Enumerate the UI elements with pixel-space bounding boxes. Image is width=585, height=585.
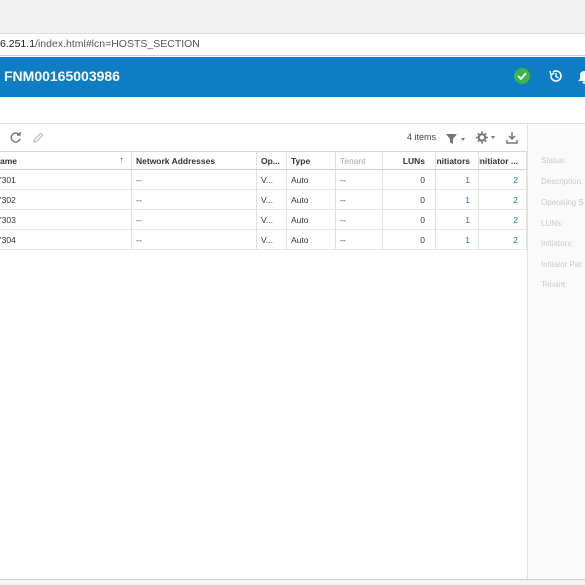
- table-row[interactable]: '301 -- V... Auto -- 0 1 2: [0, 170, 527, 190]
- column-header-luns[interactable]: LUNs: [383, 152, 436, 169]
- host-name: '302: [0, 190, 132, 209]
- initiator-paths-link[interactable]: 2: [479, 230, 527, 249]
- sort-ascending-icon[interactable]: ↑: [119, 155, 124, 166]
- initiator-paths-link[interactable]: 2: [479, 190, 527, 209]
- luns-count: 0: [383, 190, 436, 209]
- column-header-initiator-paths[interactable]: Initiator ...: [479, 152, 527, 169]
- url-host: 6.251.1: [0, 38, 36, 50]
- bell-icon[interactable]: [578, 68, 585, 84]
- column-header-initiators[interactable]: Initiators: [436, 152, 479, 169]
- initiators-link[interactable]: 1: [436, 210, 479, 229]
- detail-label-luns: LUNs:: [541, 219, 564, 228]
- browser-chrome: [0, 0, 585, 34]
- column-header-name-label: ame: [0, 155, 18, 166]
- refresh-icon[interactable]: [9, 131, 22, 144]
- filter-icon[interactable]: [446, 132, 468, 144]
- address-text[interactable]: 6.251.1/index.html#lcn=HOSTS_SECTION: [0, 38, 200, 50]
- hosts-grid: ame ↑ Network Addresses Op... Type Tenant…: [0, 151, 527, 250]
- host-name: '303: [0, 210, 132, 229]
- detail-label-description: Description:: [541, 177, 584, 186]
- grid-header-row: ame ↑ Network Addresses Op... Type Tenant…: [0, 151, 527, 170]
- grid-toolbar: 4 items: [0, 125, 527, 151]
- column-header-type[interactable]: Type: [287, 152, 336, 169]
- app-header: FNM00165003986: [0, 57, 585, 97]
- subheader-bar: [0, 97, 585, 124]
- column-header-network-addresses[interactable]: Network Addresses: [132, 152, 257, 169]
- initiators-link[interactable]: 1: [436, 170, 479, 189]
- luns-count: 0: [383, 210, 436, 229]
- host-name: '301: [0, 170, 132, 189]
- tenant: --: [336, 210, 383, 229]
- operating-system: V...: [257, 170, 287, 189]
- initiators-link[interactable]: 1: [436, 230, 479, 249]
- details-panel: Status: Description: Operating S LUNs: I…: [527, 125, 585, 580]
- host-type: Auto: [287, 230, 336, 249]
- column-header-name[interactable]: ame ↑: [0, 152, 132, 169]
- edit-icon[interactable]: [32, 131, 44, 143]
- detail-label-operating-system: Operating S: [541, 198, 584, 207]
- detail-label-initiators: Initiators:: [541, 239, 574, 248]
- luns-count: 0: [383, 230, 436, 249]
- initiator-paths-link[interactable]: 2: [479, 170, 527, 189]
- table-row[interactable]: '304 -- V... Auto -- 0 1 2: [0, 230, 527, 250]
- column-header-operating-system[interactable]: Op...: [257, 152, 287, 169]
- host-type: Auto: [287, 170, 336, 189]
- item-count: 4 items: [407, 132, 437, 142]
- operating-system: V...: [257, 230, 287, 249]
- bottom-edge: [0, 579, 585, 585]
- operating-system: V...: [257, 210, 287, 229]
- history-icon[interactable]: [548, 68, 564, 84]
- tenant: --: [336, 170, 383, 189]
- network-addresses: --: [132, 190, 257, 209]
- column-header-tenant[interactable]: Tenant: [336, 152, 383, 169]
- detail-label-tenant: Tenant:: [541, 280, 568, 289]
- network-addresses: --: [132, 170, 257, 189]
- tenant: --: [336, 230, 383, 249]
- address-bar[interactable]: 6.251.1/index.html#lcn=HOSTS_SECTION: [0, 34, 585, 56]
- detail-label-initiator-paths: Initiator Pat: [541, 260, 582, 269]
- operating-system: V...: [257, 190, 287, 209]
- host-name: '304: [0, 230, 132, 249]
- host-type: Auto: [287, 210, 336, 229]
- luns-count: 0: [383, 170, 436, 189]
- export-icon[interactable]: [506, 131, 518, 144]
- table-row[interactable]: '303 -- V... Auto -- 0 1 2: [0, 210, 527, 230]
- host-type: Auto: [287, 190, 336, 209]
- url-path: /index.html#lcn=HOSTS_SECTION: [35, 38, 200, 50]
- gear-icon[interactable]: [476, 131, 498, 144]
- table-row[interactable]: '302 -- V... Auto -- 0 1 2: [0, 190, 527, 210]
- status-ok-icon[interactable]: [514, 68, 530, 84]
- tenant: --: [336, 190, 383, 209]
- network-addresses: --: [132, 230, 257, 249]
- system-title: FNM00165003986: [4, 68, 120, 84]
- initiator-paths-link[interactable]: 2: [479, 210, 527, 229]
- detail-label-status: Status:: [541, 156, 566, 165]
- initiators-link[interactable]: 1: [436, 190, 479, 209]
- network-addresses: --: [132, 210, 257, 229]
